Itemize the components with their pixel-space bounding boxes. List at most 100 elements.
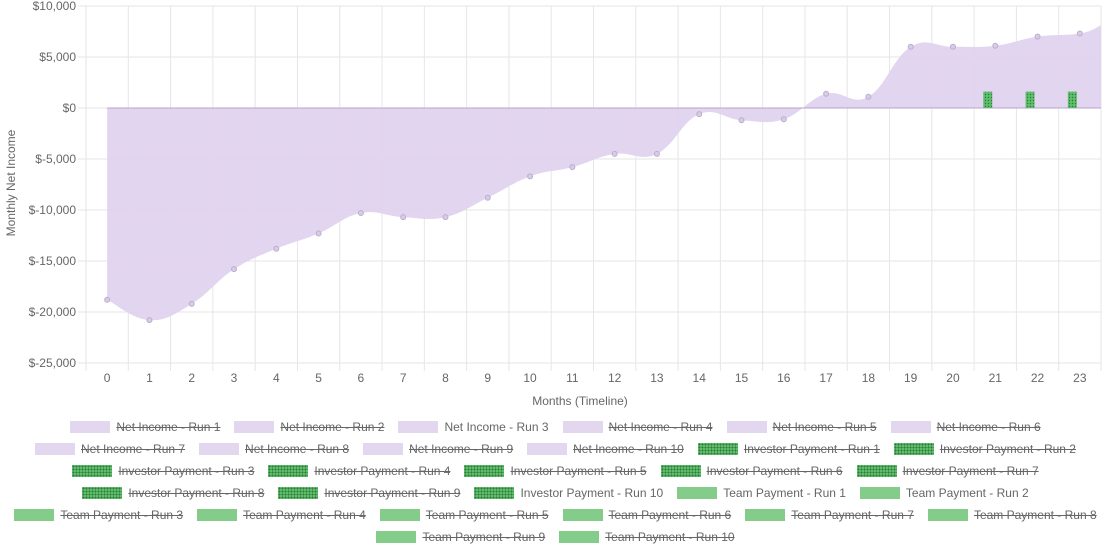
legend-swatch (893, 443, 934, 455)
net-income-chart: $10,000 $5,000 $0 $-5,000 $-10,000 $-15,000 $-… (4, 0, 1102, 408)
x-tick-label: 6 (358, 371, 365, 385)
legend-item[interactable]: Investor Payment - Run 1 (697, 442, 880, 456)
legend-item[interactable]: Investor Payment - Run 7 (856, 464, 1039, 478)
investor-payment-bar (1025, 91, 1035, 108)
legend-row: Net Income - Run 7 Net Income - Run 8 Net … (0, 438, 1111, 460)
legend-swatch (70, 421, 111, 433)
legend-label: Investor Payment - Run 6 (706, 464, 843, 478)
legend-label: Team Payment - Run 6 (608, 508, 732, 522)
legend-swatch (398, 421, 439, 433)
legend-label: Investor Payment - Run 9 (324, 486, 461, 500)
net-income-point (188, 300, 195, 307)
legend-row: Team Payment - Run 3 Team Payment - Run 4… (0, 504, 1111, 526)
legend-label: Net Income - Run 1 (116, 420, 221, 434)
legend-row: Net Income - Run 1 Net Income - Run 2 Net … (0, 416, 1111, 438)
legend-item[interactable]: Investor Payment - Run 2 (893, 442, 1076, 456)
legend-swatch (199, 443, 240, 455)
legend-label: Team Payment - Run 9 (422, 530, 546, 544)
net-income-point (611, 150, 618, 157)
legend-item[interactable]: Investor Payment - Run 10 (474, 486, 663, 500)
legend-swatch (363, 443, 404, 455)
legend-item[interactable]: Team Payment - Run 4 (197, 508, 366, 522)
legend-item[interactable]: Net Income - Run 10 (527, 442, 684, 456)
legend-row: Team Payment - Run 9 Team Payment - Run 1… (0, 526, 1111, 548)
legend-swatch (376, 531, 417, 543)
legend-label: Investor Payment - Run 4 (314, 464, 451, 478)
legend-swatch (14, 509, 55, 521)
legend-item[interactable]: Net Income - Run 8 (199, 442, 349, 456)
legend-item[interactable]: Net Income - Run 6 (890, 420, 1041, 434)
x-tick-label: 9 (484, 371, 491, 385)
x-tick-label: 23 (1073, 371, 1087, 385)
legend-item[interactable]: Investor Payment - Run 9 (278, 486, 460, 500)
legend-label: Team Payment - Run 3 (60, 508, 184, 522)
net-income-point (315, 230, 322, 237)
x-tick-label: 11 (566, 371, 579, 385)
y-tick-label: $-25,000 (29, 356, 77, 370)
legend-item[interactable]: Net Income - Run 3 (398, 420, 549, 434)
legend-label: Investor Payment - Run 8 (128, 486, 265, 500)
net-income-point (231, 266, 238, 273)
legend-label: Net Income - Run 5 (772, 420, 877, 434)
legend-swatch (35, 443, 75, 455)
y-tick-label: $0 (63, 101, 77, 115)
legend-item[interactable]: Net Income - Run 4 (562, 420, 713, 434)
legend-item[interactable]: Investor Payment - Run 6 (660, 464, 843, 478)
legend-label: Investor Payment - Run 1 (743, 442, 880, 456)
legend-label: Team Payment - Run 8 (973, 508, 1097, 522)
legend-label: Investor Payment - Run 10 (520, 486, 664, 500)
chart-legend: Net Income - Run 1 Net Income - Run 2 Net … (0, 416, 1111, 548)
legend-item[interactable]: Team Payment - Run 2 (859, 486, 1029, 500)
net-income-point (738, 117, 745, 124)
net-income-area (107, 25, 1102, 321)
x-tick-label: 1 (146, 371, 153, 385)
legend-label: Team Payment - Run 2 (905, 486, 1029, 500)
legend-label: Net Income - Run 9 (409, 442, 514, 456)
legend-item[interactable]: Investor Payment - Run 8 (82, 486, 264, 500)
legend-item[interactable]: Investor Payment - Run 3 (72, 464, 254, 478)
legend-label: Net Income - Run 6 (936, 420, 1041, 434)
legend-item[interactable]: Net Income - Run 7 (35, 442, 185, 456)
legend-item[interactable]: Net Income - Run 9 (363, 442, 513, 456)
legend-item[interactable]: Team Payment - Run 8 (927, 508, 1097, 522)
legend-item[interactable]: Investor Payment - Run 5 (464, 464, 647, 478)
investor-payment-bar (983, 91, 993, 108)
legend-swatch (745, 509, 786, 521)
legend-item[interactable]: Team Payment - Run 6 (562, 508, 732, 522)
legend-swatch (268, 465, 309, 477)
legend-item[interactable]: Team Payment - Run 9 (376, 530, 545, 544)
investor-payment-bar (1067, 91, 1077, 108)
legend-label: Net Income - Run 2 (280, 420, 385, 434)
x-tick-label: 14 (693, 371, 707, 385)
net-income-point (484, 194, 491, 201)
legend-swatch (927, 509, 968, 521)
legend-item[interactable]: Team Payment - Run 1 (677, 486, 846, 500)
legend-item[interactable]: Team Payment - Run 10 (559, 530, 735, 544)
y-tick-label: $-15,000 (29, 254, 77, 268)
legend-item[interactable]: Net Income - Run 2 (234, 420, 384, 434)
legend-item[interactable]: Team Payment - Run 5 (379, 508, 549, 522)
legend-item[interactable]: Team Payment - Run 3 (14, 508, 183, 522)
legend-row: Investor Payment - Run 8 Investor Payment… (0, 482, 1111, 504)
legend-row: Investor Payment - Run 3 Investor Payment… (0, 460, 1111, 482)
y-tick-label: $-10,000 (29, 203, 77, 217)
net-income-point (823, 90, 830, 97)
x-axis-title: Months (Timeline) (532, 394, 628, 408)
net-income-point (780, 116, 787, 123)
net-income-point (146, 317, 153, 324)
legend-swatch (726, 421, 767, 433)
net-income-point (949, 43, 956, 50)
net-income-point (907, 43, 914, 50)
x-tick-label: 21 (989, 371, 1003, 385)
legend-item[interactable]: Investor Payment - Run 4 (268, 464, 450, 478)
legend-item[interactable]: Team Payment - Run 7 (745, 508, 914, 522)
net-income-point (865, 93, 872, 100)
x-tick-label: 12 (608, 371, 622, 385)
legend-label: Investor Payment - Run 7 (902, 464, 1039, 478)
legend-swatch (660, 465, 701, 477)
net-income-point (1034, 33, 1041, 40)
legend-label: Net Income - Run 3 (444, 420, 549, 434)
legend-swatch (72, 465, 113, 477)
legend-item[interactable]: Net Income - Run 1 (70, 420, 220, 434)
legend-item[interactable]: Net Income - Run 5 (726, 420, 877, 434)
